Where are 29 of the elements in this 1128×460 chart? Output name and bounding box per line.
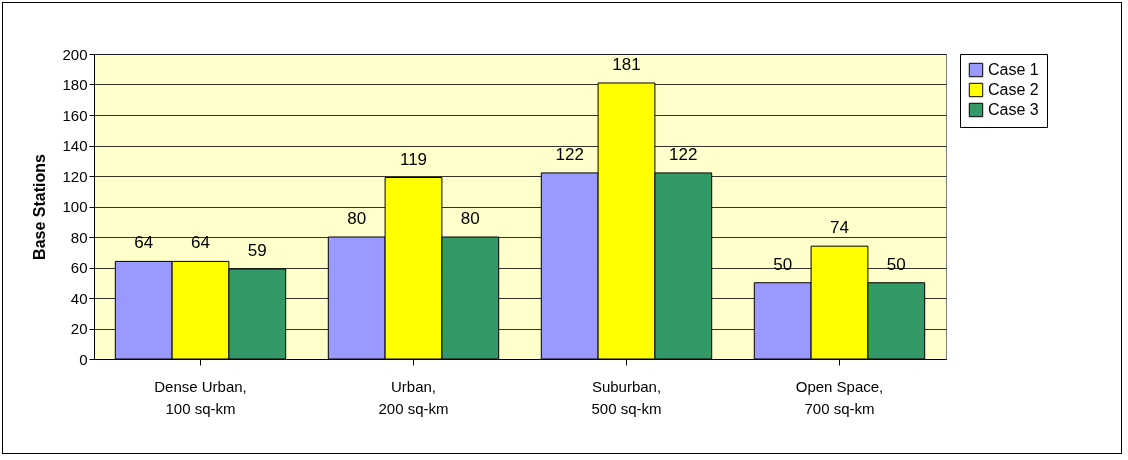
legend-label: Case 3 bbox=[988, 101, 1039, 118]
y-tick-label: 60 bbox=[70, 259, 88, 276]
y-tick-label: 80 bbox=[70, 228, 88, 246]
data-label: 59 bbox=[247, 241, 267, 261]
x-tick-label: Suburban, 500 sq-km bbox=[591, 377, 662, 417]
x-tick-label: Dense Urban, 100 sq-km bbox=[154, 377, 247, 417]
y-tick-label: 120 bbox=[62, 167, 88, 185]
legend-label: Case 1 bbox=[988, 61, 1039, 78]
legend-label: Case 2 bbox=[988, 81, 1039, 98]
y-axis-title: Base Stations bbox=[31, 153, 49, 260]
data-label: 119 bbox=[399, 149, 428, 169]
data-label: 80 bbox=[347, 209, 367, 228]
y-tick-label: 200 bbox=[62, 45, 88, 63]
y-tick-label: 180 bbox=[62, 76, 88, 93]
x-tick-label: Open Space, 700 sq-km bbox=[795, 377, 884, 417]
y-tick-label: 160 bbox=[62, 106, 88, 124]
x-tick-label: Urban, 200 sq-km bbox=[378, 377, 449, 417]
data-label: 122 bbox=[555, 144, 584, 164]
data-label: 64 bbox=[191, 233, 210, 253]
y-tick-label: 40 bbox=[70, 289, 88, 307]
data-label: 122 bbox=[669, 144, 698, 164]
data-label: 74 bbox=[830, 218, 849, 238]
data-label: 181 bbox=[612, 54, 641, 74]
y-tick-label: 100 bbox=[62, 198, 88, 215]
data-label: 64 bbox=[134, 233, 154, 253]
data-label: 80 bbox=[460, 209, 480, 228]
y-tick-label: 20 bbox=[70, 320, 88, 337]
y-tick-label: 140 bbox=[62, 137, 88, 154]
y-tick-label: 0 bbox=[79, 350, 88, 368]
